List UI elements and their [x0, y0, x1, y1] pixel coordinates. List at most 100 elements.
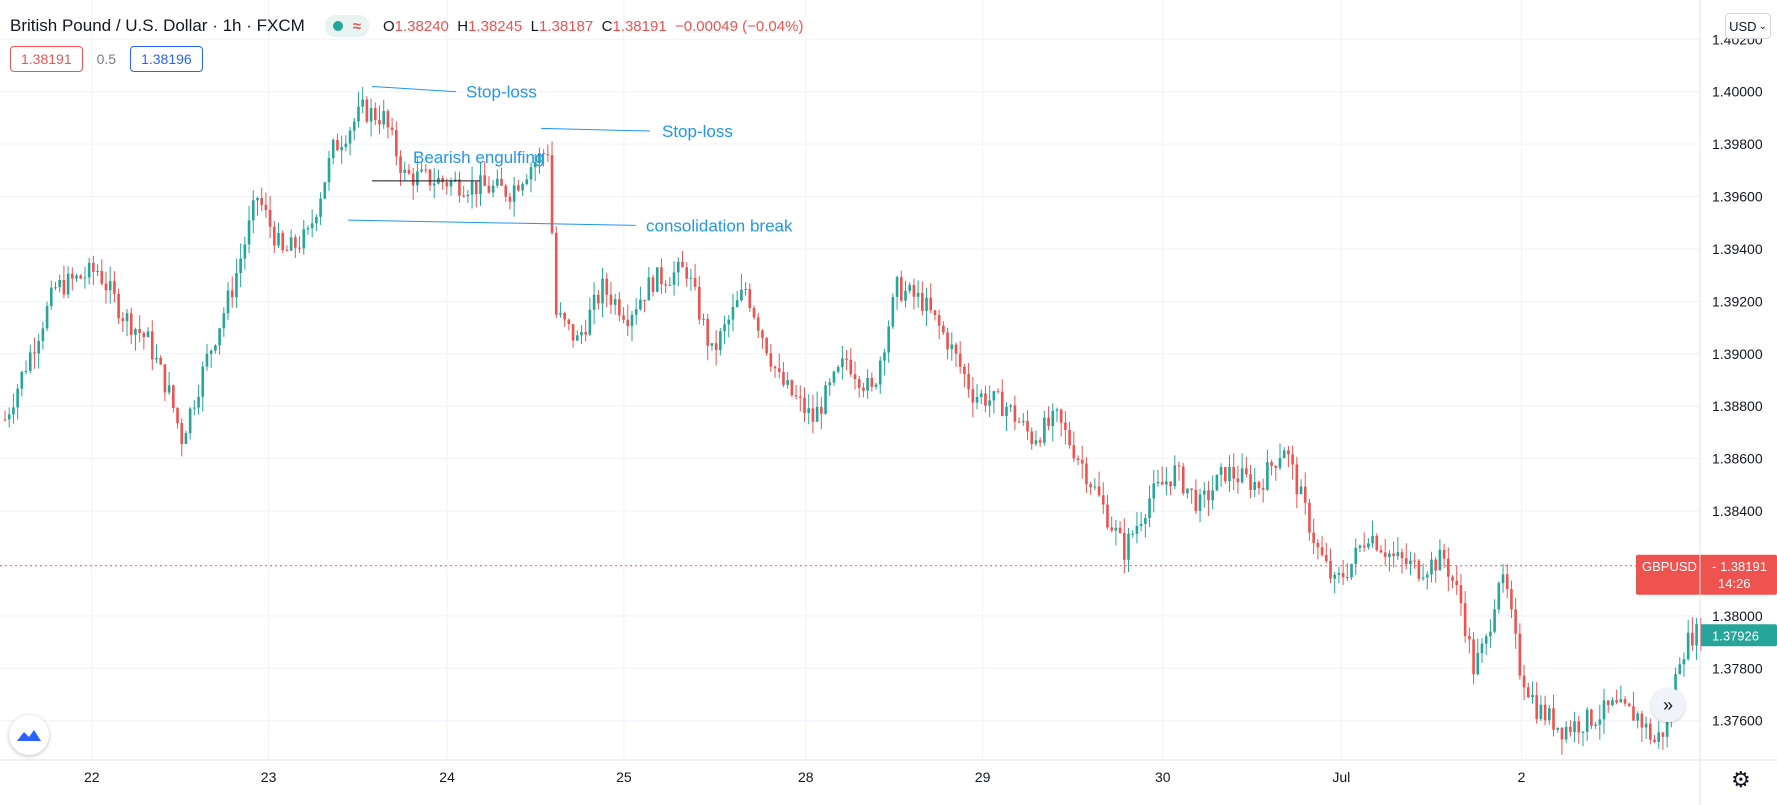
ohlc-values: O1.38240 H1.38245 L1.38187 C1.38191 −0.0…	[383, 18, 803, 35]
candle-body	[1497, 583, 1501, 610]
candle-body	[689, 277, 693, 279]
candle-body	[655, 267, 659, 292]
candle-body	[618, 299, 621, 316]
candle-body	[580, 332, 583, 336]
spread-value: 0.5	[96, 51, 117, 67]
y-tick-label: 1.39600	[1712, 189, 1763, 205]
bearish-engulfing-label[interactable]: Bearish engulfing	[413, 148, 544, 167]
sell-price-button[interactable]: 1.38191	[10, 46, 83, 72]
candle-body	[807, 408, 811, 413]
stop-loss-label-1[interactable]: Stop-loss	[466, 83, 537, 102]
candle-body	[348, 130, 352, 144]
price-axis[interactable]: 1.402001.400001.398001.396001.394001.392…	[1699, 0, 1763, 805]
last-price-symbol: GBPUSD	[1642, 559, 1697, 574]
candle-body	[1072, 445, 1076, 459]
candle-body	[937, 315, 941, 326]
candle-body	[466, 194, 470, 197]
candle-body	[45, 306, 49, 329]
candle-body	[777, 368, 781, 372]
candle-body	[1362, 545, 1366, 548]
time-axis[interactable]: 22 23 24 25 28 29 30 Jul 2	[0, 759, 1777, 785]
candle-body	[891, 296, 895, 327]
candle-body	[1240, 468, 1244, 483]
candle-body	[1434, 559, 1437, 571]
y-tick-label: 1.37600	[1712, 713, 1763, 729]
candle-body	[1598, 719, 1602, 725]
x-tick-label: 24	[439, 769, 455, 785]
candle-body	[1287, 450, 1290, 455]
candle-body	[28, 352, 32, 371]
scroll-to-realtime-button[interactable]: »	[1651, 688, 1685, 722]
candle-body	[769, 353, 773, 367]
candle-body	[298, 247, 301, 249]
candle-body	[1000, 391, 1004, 417]
candle-body	[1388, 553, 1391, 557]
candle-body	[1560, 727, 1564, 740]
candle-body	[479, 175, 482, 195]
candle-body	[268, 209, 272, 227]
candle-body	[230, 290, 234, 298]
buy-price-button[interactable]: 1.38196	[130, 46, 203, 72]
candle-body	[92, 262, 95, 272]
candle-body	[1404, 558, 1408, 565]
candle-body	[1493, 609, 1496, 632]
candle-body	[1320, 547, 1324, 556]
stop-loss-line-1[interactable]	[371, 85, 457, 93]
market-status-pill[interactable]: ≈	[324, 15, 369, 37]
candle-body	[815, 406, 819, 422]
candle-body	[62, 280, 66, 295]
candle-body	[176, 408, 179, 424]
candle-body	[399, 156, 402, 173]
candle-body	[1548, 708, 1551, 721]
currency-button[interactable]: USD ⌄	[1725, 13, 1771, 39]
candle-body	[1135, 525, 1139, 534]
tradingview-logo-icon[interactable]	[9, 715, 49, 755]
candle-body	[1228, 466, 1231, 482]
candle-body	[16, 388, 19, 408]
candle-body	[87, 262, 91, 278]
candle-body	[613, 299, 617, 305]
consolidation-break-line[interactable]	[347, 219, 637, 226]
bid-ask-panel: 1.38191 0.5 1.38196	[10, 46, 203, 72]
candle-body	[243, 244, 247, 259]
candle-body	[58, 280, 62, 288]
candle-body	[992, 391, 996, 401]
consolidation-break-label[interactable]: consolidation break	[646, 216, 793, 235]
candle-body	[416, 171, 419, 186]
gear-icon[interactable]: ⚙	[1731, 767, 1751, 792]
candle-body	[1118, 527, 1122, 533]
candle-body	[731, 306, 735, 320]
candle-body	[496, 178, 499, 186]
annotations[interactable]: Stop-loss Stop-loss Bearish engulfing conso…	[347, 83, 793, 236]
candle-body	[1249, 474, 1252, 490]
candle-body	[155, 357, 158, 360]
candle-body	[651, 277, 655, 292]
candle-body	[1640, 713, 1644, 728]
candle-body	[49, 287, 53, 307]
candle-body	[172, 385, 175, 409]
open-label: O	[383, 17, 395, 35]
candle-body	[946, 332, 949, 350]
y-tick-label: 1.39800	[1712, 136, 1763, 152]
candle-body	[1358, 545, 1362, 548]
stop-loss-label-2[interactable]: Stop-loss	[662, 122, 733, 141]
candle-body	[660, 267, 663, 285]
candle-body	[37, 340, 40, 354]
stop-loss-line-2[interactable]	[540, 127, 651, 132]
y-tick-label: 1.39000	[1712, 346, 1763, 362]
candle-body	[698, 286, 701, 320]
candle-body	[1341, 572, 1345, 578]
close-value: 1.38191	[612, 17, 667, 35]
candle-body	[167, 385, 171, 393]
candle-body	[285, 250, 289, 252]
candle-body	[1606, 700, 1610, 706]
candle-body	[357, 106, 360, 122]
candle-body	[1442, 549, 1446, 559]
candle-body	[1396, 552, 1400, 557]
y-tick-label: 1.37800	[1712, 660, 1763, 676]
candle-body	[958, 353, 962, 367]
candle-body	[1148, 498, 1151, 519]
symbol-title[interactable]: British Pound / U.S. Dollar · 1h · FXCM	[10, 16, 305, 35]
candle-body	[1686, 632, 1690, 660]
